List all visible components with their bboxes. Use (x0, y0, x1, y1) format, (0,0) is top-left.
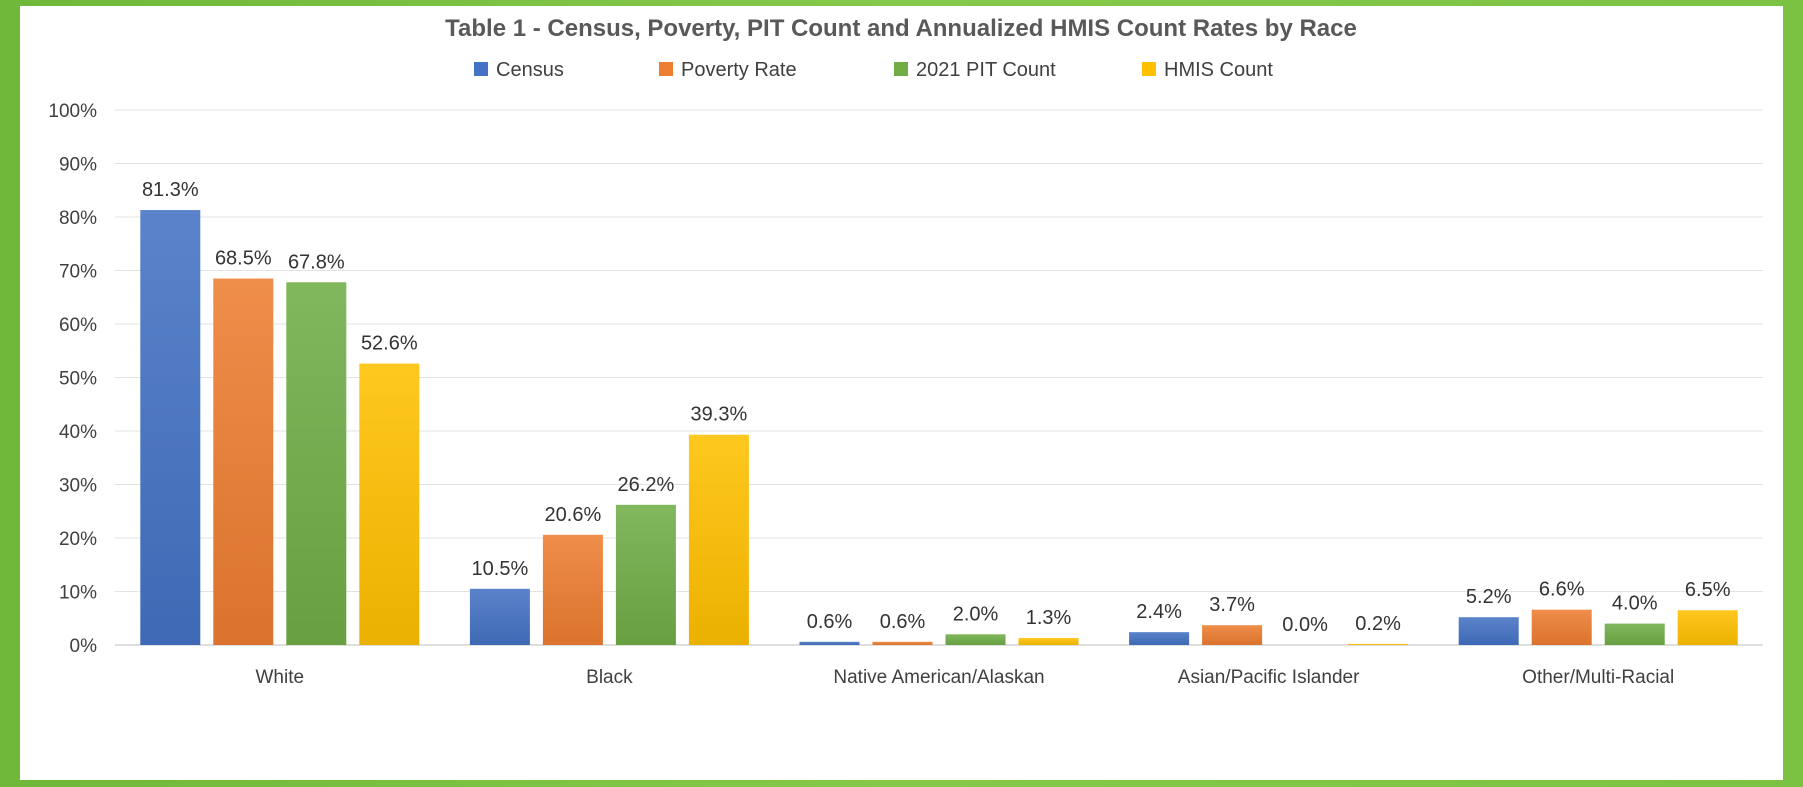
y-tick-label: 10% (59, 583, 97, 604)
bar-census-native-american-alaskan (799, 641, 860, 645)
data-label: 67.8% (288, 251, 345, 273)
bar-2021-pit-count-white (286, 282, 347, 645)
legend-label-poverty-rate: Poverty Rate (681, 59, 797, 81)
bar-census-other-multi-racial (1458, 617, 1519, 645)
legend-label-hmis-count: HMIS Count (1164, 59, 1273, 81)
x-axis: White Black Native American/Alaskan Asian/P… (256, 667, 1675, 688)
x-category-label: Other/Multi-Racial (1522, 667, 1674, 688)
y-tick-label: 40% (59, 422, 97, 443)
bar-census-asian-pacific-islander (1129, 632, 1190, 645)
data-label: 52.6% (361, 333, 418, 355)
x-category-label: Black (586, 667, 633, 688)
data-label: 26.2% (618, 474, 675, 496)
data-label: 0.6% (880, 611, 926, 633)
data-label: 81.3% (142, 179, 199, 201)
bar-poverty-rate-native-american-alaskan (872, 641, 933, 645)
bar-hmis-count-other-multi-racial (1677, 610, 1738, 645)
y-tick-label: 100% (48, 101, 97, 122)
data-label: 0.6% (807, 611, 853, 633)
y-tick-label: 0% (70, 636, 98, 657)
x-category-label: White (256, 667, 305, 688)
bar-hmis-count-native-american-alaskan (1018, 638, 1079, 645)
data-label: 6.6% (1539, 579, 1585, 601)
data-label: 39.3% (691, 404, 748, 426)
bar-census-black (469, 588, 530, 645)
x-category-label: Native American/Alaskan (833, 667, 1044, 688)
y-tick-label: 20% (59, 529, 97, 550)
legend-label-census: Census (496, 59, 564, 81)
bar-hmis-count-black (688, 434, 749, 645)
data-label: 2.0% (953, 603, 999, 625)
y-tick-label: 50% (59, 369, 97, 390)
legend-swatch-census (474, 62, 488, 76)
y-tick-label: 70% (59, 262, 97, 283)
chart-legend: Census Poverty Rate 2021 PIT Count HMIS Cou… (474, 59, 1273, 81)
bar-poverty-rate-white (213, 278, 274, 645)
data-label: 6.5% (1685, 579, 1731, 601)
bar-census-white (140, 210, 201, 646)
data-label: 20.6% (545, 504, 602, 526)
data-label: 3.7% (1209, 594, 1255, 616)
legend-swatch-2021-pit-count (894, 62, 908, 76)
y-tick-label: 30% (59, 476, 97, 497)
bar-poverty-rate-black (542, 534, 603, 645)
data-label: 5.2% (1466, 586, 1512, 608)
bar-poverty-rate-asian-pacific-islander (1202, 625, 1263, 645)
y-axis: 0% 10% 20% 30% 40% 50% 60% 70% 80% 90% 100% (48, 101, 97, 657)
data-label: 2.4% (1136, 601, 1182, 623)
data-label: 0.2% (1355, 613, 1401, 635)
data-label: 1.3% (1026, 607, 1072, 629)
bar-hmis-count-asian-pacific-islander (1348, 643, 1409, 645)
bar-2021-pit-count-black (615, 504, 676, 645)
x-category-label: Asian/Pacific Islander (1178, 667, 1360, 688)
bar-hmis-count-white (359, 363, 420, 645)
y-tick-label: 90% (59, 155, 97, 176)
legend-label-2021-pit-count: 2021 PIT Count (916, 59, 1056, 81)
data-label: 10.5% (472, 558, 529, 580)
legend-swatch-hmis-count (1142, 62, 1156, 76)
y-tick-label: 80% (59, 208, 97, 229)
data-label: 0.0% (1282, 614, 1328, 636)
legend-swatch-poverty-rate (659, 62, 673, 76)
bar-poverty-rate-other-multi-racial (1531, 609, 1592, 645)
data-label: 68.5% (215, 248, 272, 270)
chart-title: Table 1 - Census, Poverty, PIT Count and… (445, 15, 1357, 42)
bar-2021-pit-count-other-multi-racial (1604, 623, 1665, 645)
bars: 81.3% 68.5% 67.8% 52.6% 10.5% 20.6% 26.2% 39.3%… (140, 179, 1738, 646)
bar-2021-pit-count-native-american-alaskan (945, 634, 1006, 645)
y-tick-label: 60% (59, 315, 97, 336)
data-label: 4.0% (1612, 593, 1658, 615)
